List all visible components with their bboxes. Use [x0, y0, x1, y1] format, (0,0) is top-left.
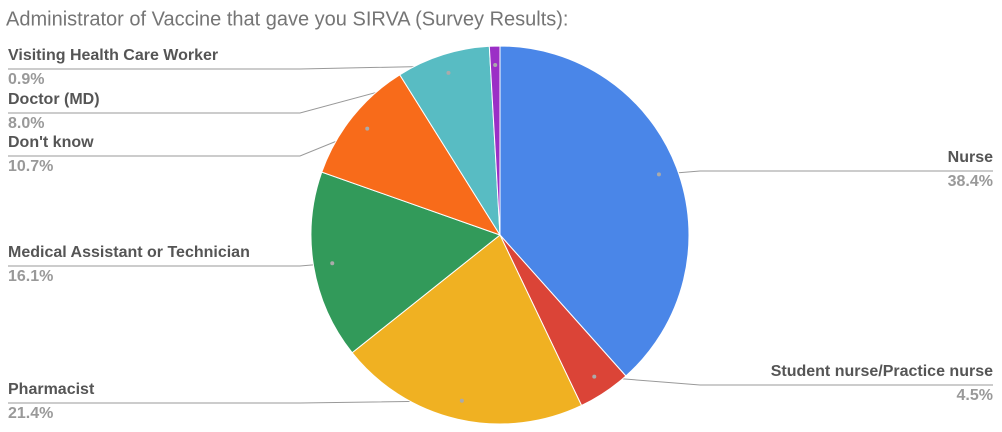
pie-slice: [351, 234, 583, 425]
slice-label: Nurse: [948, 149, 993, 166]
leader-dot: [592, 374, 597, 379]
slice-value-label: 38.4%: [948, 173, 993, 190]
leader-dot: [493, 62, 498, 67]
slice-label: Medical Assistant or Technician: [8, 244, 250, 261]
pie-slice: [488, 45, 501, 236]
slice-value-label: 0.9%: [8, 71, 44, 88]
slice-label: Doctor (MD): [8, 91, 100, 108]
slice-value-label: 21.4%: [8, 405, 53, 422]
leader-line: [594, 376, 993, 386]
pie-slice: [310, 171, 502, 354]
leader-dot: [656, 172, 661, 177]
pie-slice: [499, 45, 690, 377]
leader-line: [8, 262, 333, 267]
slice-label: Don't know: [8, 134, 94, 151]
slice-value-label: 4.5%: [957, 387, 993, 404]
slice-value-label: 16.1%: [8, 268, 53, 285]
pie-slice: [321, 74, 502, 236]
pie-slice: [399, 45, 501, 236]
slice-label: Pharmacist: [8, 381, 95, 398]
slice-label: Visiting Health Care Worker: [8, 47, 218, 64]
leader-dot: [446, 70, 451, 75]
slice-value-label: 10.7%: [8, 158, 53, 175]
leader-dot: [365, 126, 370, 131]
leader-dot: [459, 398, 464, 403]
chart-title: Administrator of Vaccine that gave you S…: [6, 8, 568, 30]
slice-value-label: 8.0%: [8, 115, 44, 132]
leader-dot: [330, 261, 335, 266]
leader-line: [8, 400, 462, 404]
slice-label: Student nurse/Practice nurse: [771, 363, 993, 380]
leader-line: [658, 170, 993, 175]
